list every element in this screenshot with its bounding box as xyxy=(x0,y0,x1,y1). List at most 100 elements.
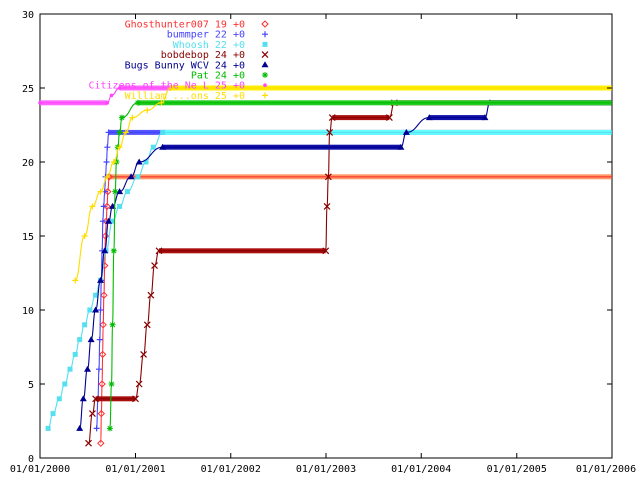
x-tick-label: 01/01/2003 xyxy=(296,464,356,475)
series-4 xyxy=(85,99,612,447)
data-point xyxy=(103,202,111,211)
data-point xyxy=(87,336,95,343)
legend-label: Ghosthunter007 19 +0 xyxy=(125,20,245,31)
x-tick-label: 01/01/2005 xyxy=(487,464,547,475)
y-tick-label: 25 xyxy=(22,84,34,95)
data-point xyxy=(262,41,268,47)
data-point xyxy=(76,424,84,431)
data-point xyxy=(124,189,130,195)
y-tick-label: 5 xyxy=(28,380,34,391)
legend-label: bummper 22 +0 xyxy=(167,30,245,41)
data-point xyxy=(151,262,158,270)
data-point xyxy=(97,307,104,313)
legend-marker xyxy=(262,72,268,78)
data-point xyxy=(116,129,123,136)
legend-marker xyxy=(262,92,268,99)
data-point xyxy=(110,218,116,224)
legend-label: Whoosh 22 +0 xyxy=(173,40,245,51)
legend-marker xyxy=(261,20,269,28)
data-point xyxy=(323,202,331,210)
data-point xyxy=(118,114,125,121)
data-point xyxy=(147,291,155,299)
data-point xyxy=(79,395,87,402)
data-point xyxy=(97,409,106,418)
data-point xyxy=(98,380,106,388)
data-point xyxy=(89,203,96,210)
data-point xyxy=(97,276,105,283)
data-point xyxy=(144,107,151,114)
data-point xyxy=(425,114,433,121)
data-point xyxy=(117,86,122,90)
series-line xyxy=(74,87,612,281)
y-tick-label: 15 xyxy=(22,232,34,243)
data-point xyxy=(385,114,393,122)
legend-marker xyxy=(262,31,268,38)
legend-label: Bugs Bunny WCV 24 +0 xyxy=(125,60,245,71)
series-line xyxy=(87,102,612,444)
data-point xyxy=(116,188,124,195)
data-point xyxy=(132,395,139,403)
data-point xyxy=(122,129,129,136)
data-point xyxy=(129,114,136,121)
data-point xyxy=(77,337,83,343)
legend-label: Citizens of the Ne L 25 +0 xyxy=(88,81,245,92)
data-point xyxy=(117,203,123,209)
data-point xyxy=(67,366,73,372)
data-point xyxy=(135,174,141,180)
data-point xyxy=(167,85,174,91)
data-point xyxy=(262,92,268,99)
data-point xyxy=(89,410,96,418)
data-point xyxy=(150,144,156,150)
series-line xyxy=(100,176,612,444)
data-point xyxy=(50,411,56,417)
y-tick-label: 20 xyxy=(22,158,34,169)
data-point xyxy=(92,306,100,313)
data-point xyxy=(104,144,111,151)
data-point xyxy=(328,114,336,122)
data-point xyxy=(261,61,269,68)
data-point xyxy=(38,101,42,105)
data-point xyxy=(108,381,115,387)
data-point xyxy=(93,292,99,298)
data-point xyxy=(95,366,102,373)
data-point xyxy=(45,425,51,431)
data-point xyxy=(96,336,103,343)
data-point xyxy=(85,439,92,447)
data-point xyxy=(263,83,267,87)
legend-marker xyxy=(263,83,267,87)
data-point xyxy=(62,381,68,387)
data-point xyxy=(93,425,100,432)
series-1 xyxy=(97,173,612,447)
data-point xyxy=(72,277,79,284)
y-tick-label: 10 xyxy=(22,306,34,317)
data-point xyxy=(109,93,114,98)
data-point xyxy=(140,350,148,358)
legend-marker xyxy=(261,51,269,59)
data-point xyxy=(100,291,108,299)
data-point xyxy=(324,173,332,181)
series-line xyxy=(109,102,612,429)
data-point xyxy=(82,322,88,328)
data-point xyxy=(98,350,107,359)
series-5 xyxy=(76,99,612,431)
data-point xyxy=(134,99,141,106)
data-point xyxy=(143,159,149,165)
x-tick-label: 01/01/2004 xyxy=(391,464,451,475)
data-point xyxy=(101,232,110,240)
series-8 xyxy=(72,85,612,284)
series-layer xyxy=(38,85,612,447)
data-point xyxy=(143,321,151,329)
data-point xyxy=(104,173,111,180)
data-point xyxy=(72,351,78,357)
data-point xyxy=(105,101,110,105)
data-point xyxy=(326,128,334,136)
x-tick-label: 01/01/2006 xyxy=(576,464,636,475)
legend-marker xyxy=(261,61,269,68)
legend-label: bobdebop 24 +0 xyxy=(161,50,245,61)
data-point xyxy=(105,217,113,224)
legend-marker xyxy=(262,41,268,47)
y-tick-label: 0 xyxy=(28,454,34,465)
data-point xyxy=(112,188,119,195)
